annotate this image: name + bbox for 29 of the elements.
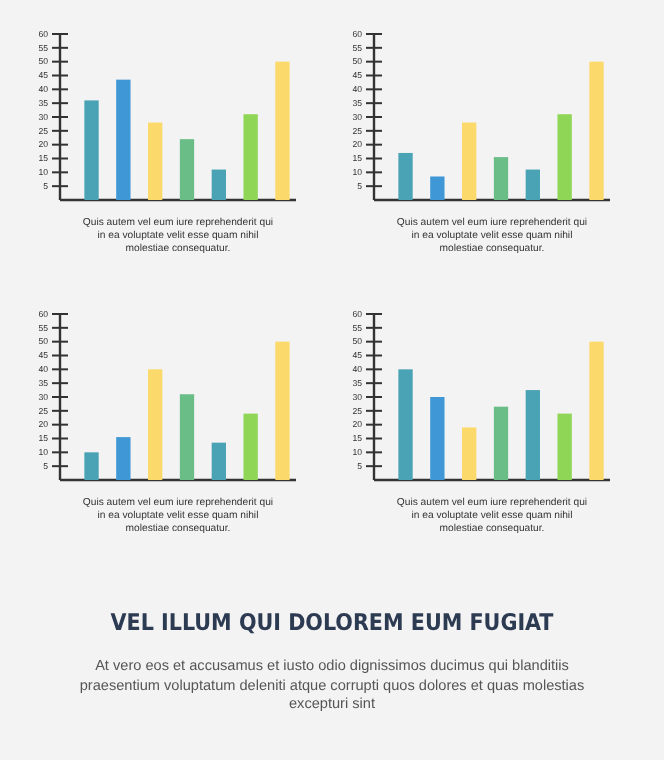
- bar: [275, 61, 290, 200]
- bar: [84, 452, 99, 480]
- bar: [493, 157, 509, 200]
- bar: [211, 442, 226, 480]
- bar: [398, 369, 413, 480]
- bar: [557, 413, 572, 480]
- bar: [179, 394, 195, 480]
- bar: [243, 413, 258, 480]
- bar: [148, 122, 163, 200]
- bar: [430, 397, 445, 480]
- bar: [148, 369, 163, 480]
- bar: [179, 139, 195, 200]
- bar: [398, 152, 413, 200]
- bar: [275, 341, 290, 480]
- text: VEL ILLUM QUI DOLOREM EUM FUGIAT: [108, 608, 556, 636]
- bar: [243, 114, 258, 200]
- bar: [493, 406, 509, 480]
- bar: [557, 114, 572, 200]
- bar: [116, 437, 131, 480]
- bar: [211, 169, 226, 200]
- bar: [589, 341, 604, 480]
- bar: [462, 427, 477, 480]
- bar: [116, 79, 131, 200]
- bar: [525, 390, 540, 480]
- bar: [589, 61, 604, 200]
- bar: [462, 122, 477, 200]
- bar: [430, 176, 445, 200]
- bar: [84, 100, 99, 200]
- bar: [525, 169, 540, 200]
